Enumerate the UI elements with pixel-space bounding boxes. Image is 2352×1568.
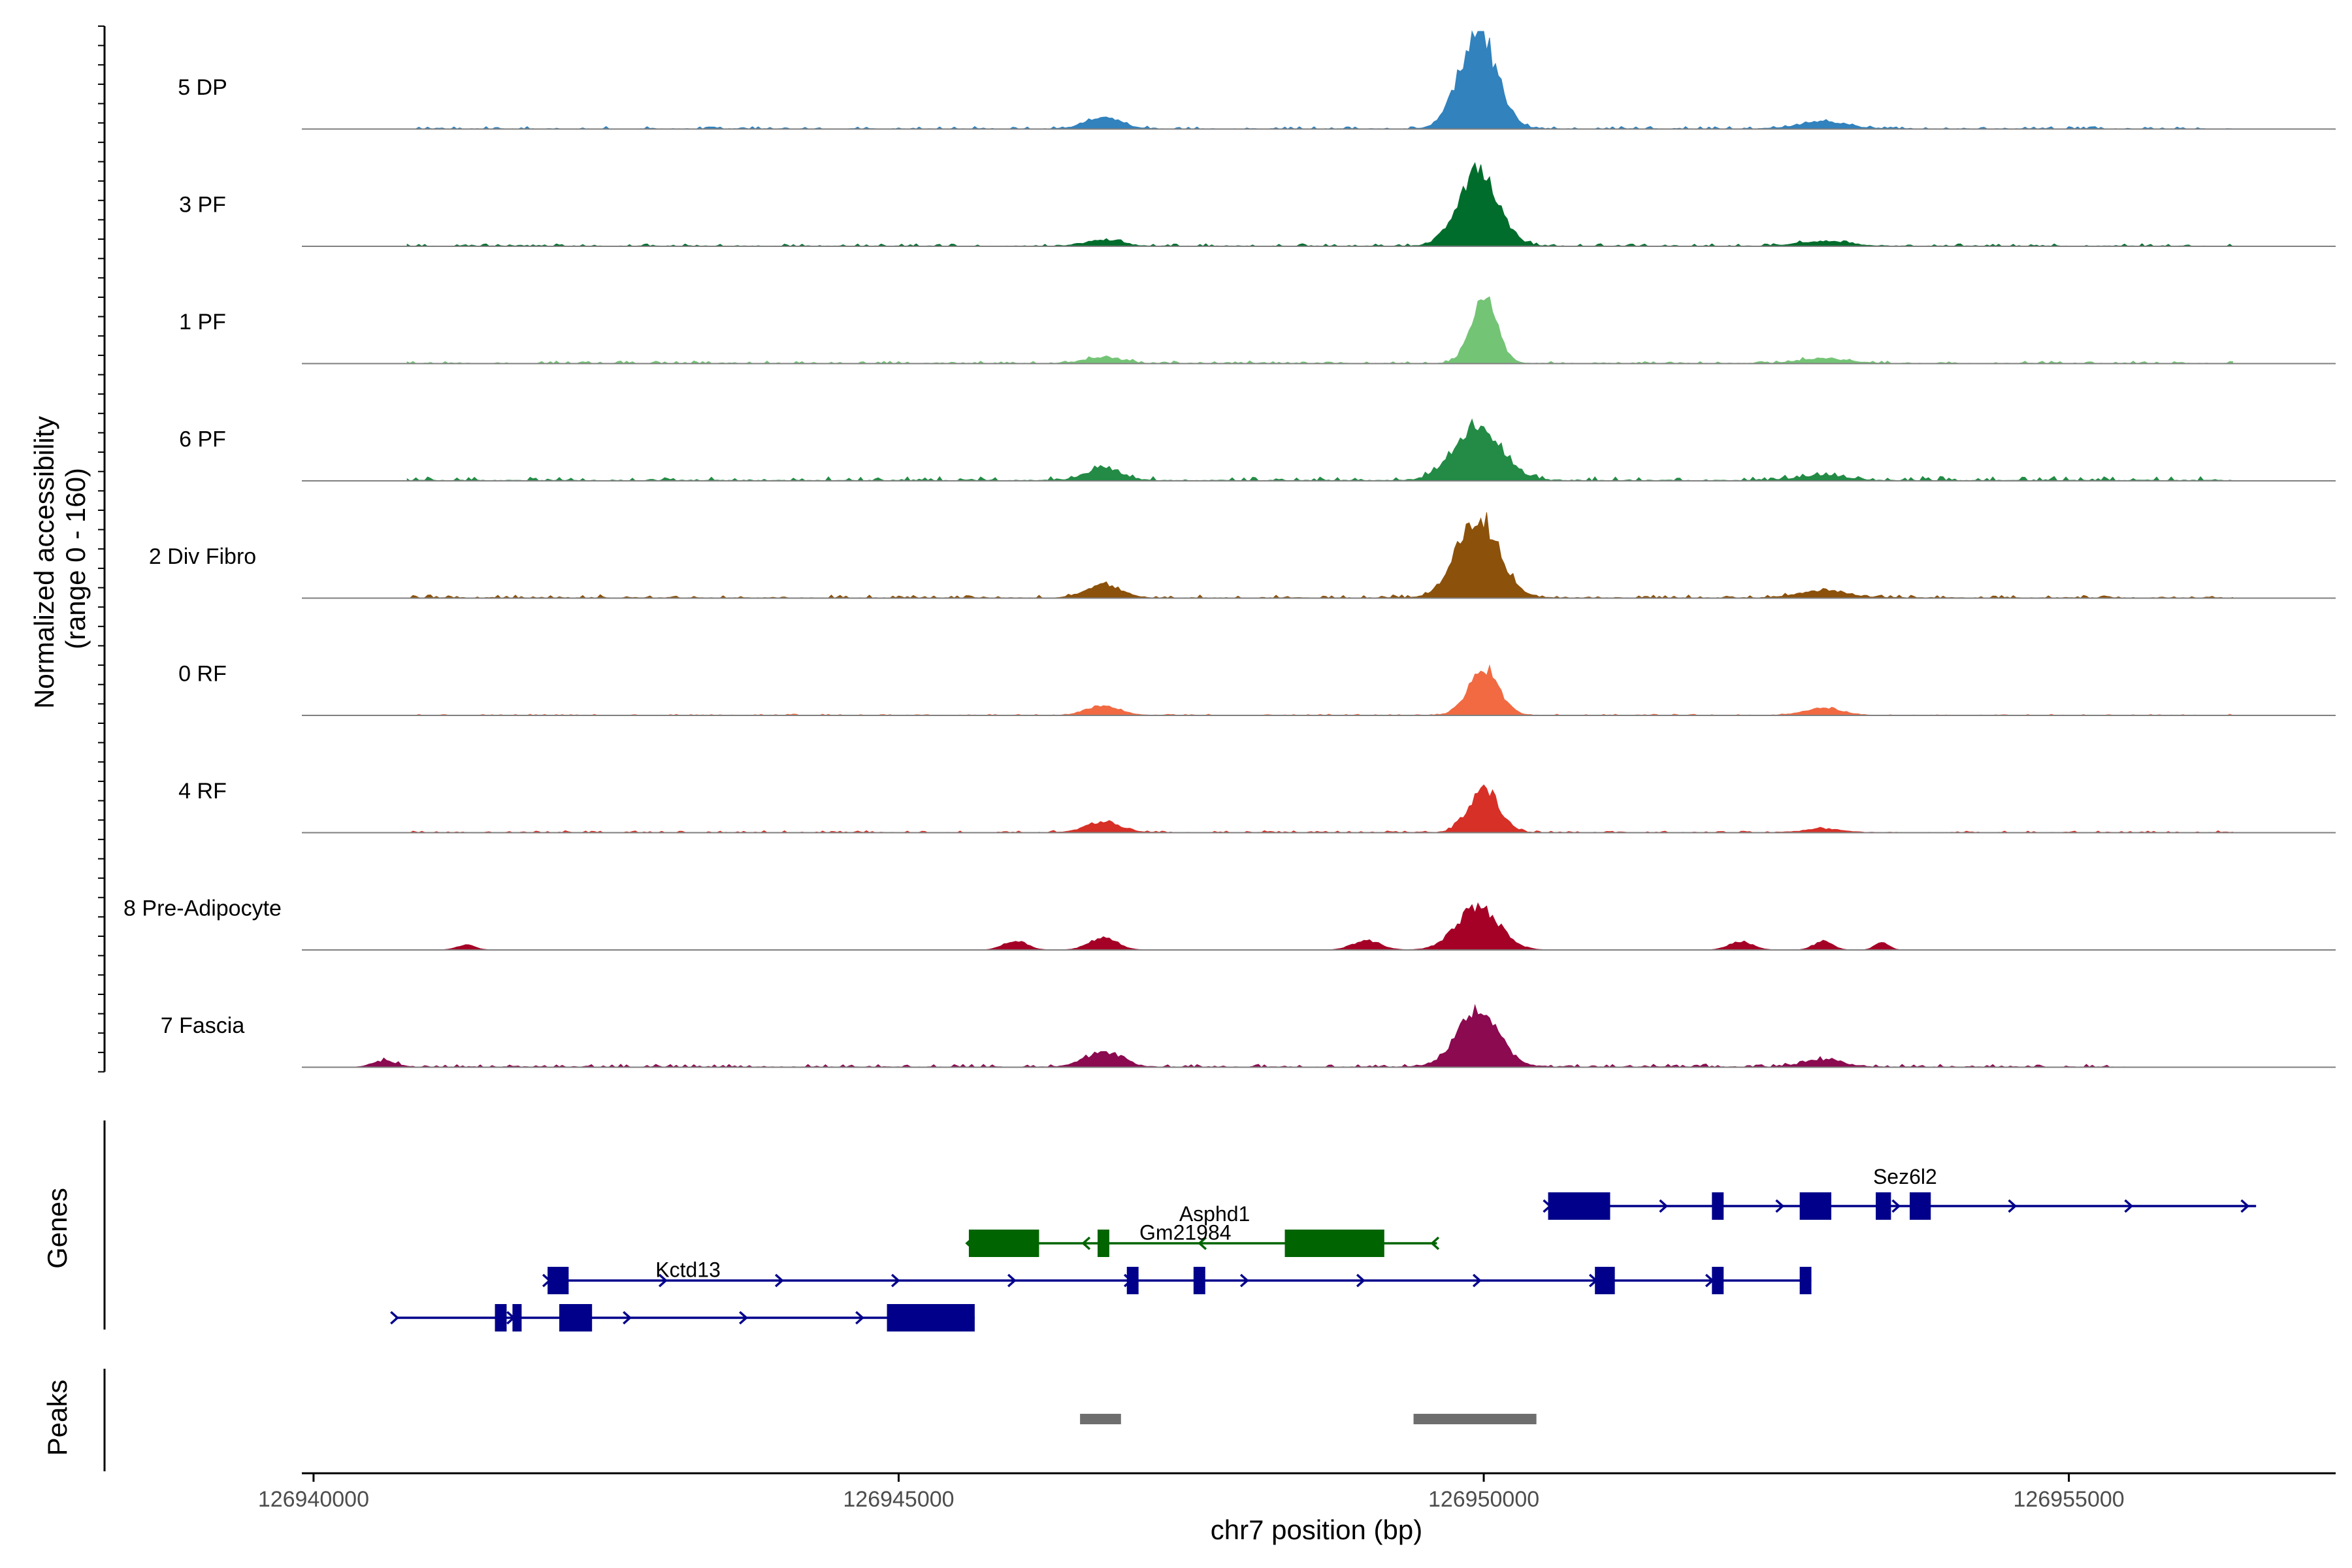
y-axis-title: Normalized accessibility (range 0 - 160) — [29, 408, 91, 709]
exon — [1284, 1230, 1384, 1257]
left-axes — [98, 25, 106, 1471]
strand-arrow-icon — [1775, 1199, 1785, 1213]
track-1-pf: 1 PF — [179, 296, 2336, 365]
coverage-area — [431, 902, 1952, 951]
x-tick-label: 126945000 — [843, 1487, 954, 1512]
coverage-area — [406, 664, 2233, 716]
track-label: 7 Fascia — [161, 1013, 245, 1038]
strand-arrow-icon — [1659, 1199, 1669, 1213]
genes-track-label: Genes — [42, 1188, 73, 1269]
track-6-pf: 6 PF — [179, 418, 2336, 482]
strand-arrow-icon — [1239, 1273, 1249, 1288]
strand-arrow-icon — [1356, 1273, 1365, 1288]
exon — [1876, 1192, 1891, 1220]
track-label: 5 DP — [178, 75, 227, 100]
strand-arrow-icon — [1007, 1273, 1017, 1288]
exon — [559, 1304, 593, 1331]
gene-label: Kctd13 — [655, 1258, 721, 1282]
x-tick-label: 126950000 — [1428, 1487, 1539, 1512]
gene-asphd1: Asphd1 — [965, 1202, 1440, 1257]
strand-arrow-icon — [890, 1273, 900, 1288]
coverage-area — [406, 418, 2233, 482]
exon — [1126, 1267, 1139, 1294]
strand-arrow-icon — [2008, 1199, 2017, 1213]
strand-arrow-icon — [774, 1273, 784, 1288]
x-tick-label: 126940000 — [258, 1487, 369, 1512]
gene-sez6l2: Sez6l2 — [1543, 1165, 2257, 1220]
strand-arrow-icon — [739, 1311, 748, 1325]
track-5-dp: 5 DP — [178, 30, 2336, 130]
exon — [495, 1304, 507, 1331]
coverage-area — [406, 784, 2233, 834]
strand-arrow-icon — [1198, 1236, 1207, 1250]
coverage-area — [406, 512, 2233, 599]
track-label: 3 PF — [179, 193, 226, 218]
exon — [1799, 1192, 1832, 1220]
coverage-tracks: 5 DP 3 PF 1 PF 6 PF 2 Div Fibro 0 RF 4 RF 8 Pre… — [123, 30, 2336, 1068]
gene-label: Asphd1 — [1179, 1202, 1250, 1226]
strand-arrow-icon — [855, 1311, 864, 1325]
coverage-area — [406, 296, 2233, 365]
strand-arrow-icon — [1891, 1199, 1901, 1213]
x-axis: 126940000 126945000 126950000 126955000 — [258, 1472, 2336, 1512]
track-label: 6 PF — [179, 427, 226, 452]
track-4-rf: 4 RF — [178, 779, 2336, 834]
exon — [968, 1230, 1039, 1257]
track-label: 1 PF — [179, 310, 226, 335]
coverage-area — [407, 30, 2233, 130]
exon — [1548, 1192, 1610, 1220]
exon — [1712, 1192, 1724, 1220]
strand-arrow-icon — [390, 1311, 399, 1325]
x-tick-label: 126955000 — [2014, 1487, 2125, 1512]
gene-gm21984: Gm21984 — [542, 1221, 1812, 1294]
strand-arrow-icon — [623, 1311, 632, 1325]
strand-arrow-icon — [1081, 1236, 1091, 1250]
strand-arrow-icon — [658, 1273, 668, 1288]
track-3-pf: 3 PF — [179, 162, 2336, 247]
gene-label: Gm21984 — [1139, 1221, 1232, 1245]
peak-region — [1413, 1414, 1537, 1424]
track-7-fascia: 7 Fascia — [161, 1004, 2336, 1068]
gene-annotation-track: Asphd1 Sez6l2 Gm21984 Kctd13 — [390, 1165, 2257, 1331]
gene-label: Sez6l2 — [1873, 1165, 1937, 1188]
coverage-area — [406, 162, 2233, 247]
exon — [512, 1304, 522, 1331]
coverage-area — [348, 1004, 2128, 1068]
peaks-track — [1080, 1414, 1537, 1424]
exon — [1097, 1230, 1109, 1257]
strand-arrow-icon — [1472, 1273, 1482, 1288]
exon — [1595, 1267, 1615, 1294]
x-axis-title: chr7 position (bp) — [1211, 1514, 1423, 1545]
track-label: 2 Div Fibro — [149, 544, 256, 569]
exon — [887, 1304, 975, 1331]
strand-arrow-icon — [2124, 1199, 2134, 1213]
exon — [1712, 1267, 1724, 1294]
strand-arrow-icon — [1430, 1236, 1440, 1250]
track-label: 0 RF — [178, 662, 227, 687]
track-8-pre-adipocyte: 8 Pre-Adipocyte — [123, 896, 2336, 951]
peak-region — [1080, 1414, 1121, 1424]
exon — [1910, 1192, 1931, 1220]
track-2-div-fibro: 2 Div Fibro — [149, 512, 2336, 599]
strand-arrow-icon — [2240, 1199, 2250, 1213]
track-0-rf: 0 RF — [178, 662, 2336, 716]
peaks-track-label: Peaks — [42, 1380, 73, 1456]
exon — [547, 1267, 569, 1294]
gene-kctd13: Kctd13 — [390, 1258, 975, 1331]
track-label: 8 Pre-Adipocyte — [123, 896, 282, 921]
track-label: 4 RF — [178, 779, 227, 804]
exon — [1193, 1267, 1205, 1294]
exon — [1799, 1267, 1812, 1294]
